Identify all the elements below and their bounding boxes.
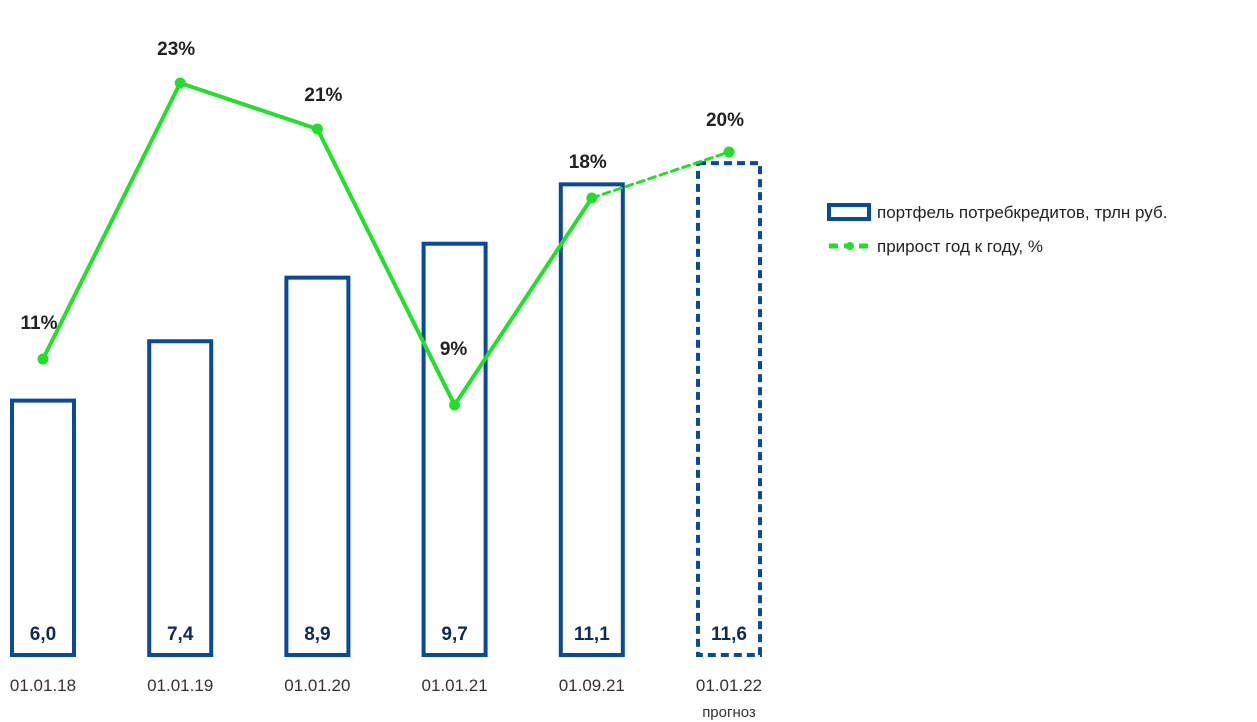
growth-value-label: 20%	[706, 110, 744, 131]
bar-01.09.21	[558, 182, 625, 658]
bar-value-label: 6,0	[30, 624, 56, 645]
growth-line-segment	[590, 150, 731, 200]
legend-line-label: прирост год к году, %	[877, 237, 1043, 256]
bar-01.01.21	[421, 241, 488, 657]
growth-value-label: 18%	[569, 152, 607, 173]
growth-value-label: 23%	[157, 39, 195, 60]
x-tick-label: 01.01.22	[696, 676, 762, 695]
bar-01.01.19	[147, 339, 214, 657]
bar-value-label: 8,9	[304, 624, 330, 645]
legend-bar-label: портфель потребкредитов, трлн руб.	[877, 203, 1167, 222]
growth-point-01.01.22	[723, 146, 735, 158]
growth-point-01.01.20	[311, 123, 323, 135]
growth-point-01.01.18	[37, 353, 49, 365]
growth-value-label: 11%	[21, 313, 58, 334]
growth-value-label: 21%	[304, 85, 342, 106]
x-tick-label: 01.01.21	[422, 676, 488, 695]
growth-point-01.01.19	[174, 77, 186, 89]
growth-line-segment	[452, 196, 594, 407]
bar-value-label: 7,4	[167, 624, 194, 645]
bar-01.01.22	[696, 161, 762, 657]
bar-01.01.20	[284, 275, 351, 657]
growth-line-segment	[315, 127, 457, 407]
labels-layer: 6,0 7,4 8,9 9,7 11,1 11,6 11% 23% 21% 9% 18% 20% 01.…	[10, 39, 762, 721]
x-tick-label: 01.01.20	[284, 676, 350, 695]
growth-line-layer	[37, 77, 735, 411]
legend: портфель потребкредитов, трлн руб. приро…	[827, 203, 1167, 256]
x-tick-note: прогноз	[702, 704, 756, 721]
x-tick-label: 01.01.19	[147, 676, 213, 695]
growth-point-01.09.21	[586, 192, 598, 204]
legend-line-marker	[846, 242, 854, 250]
x-tick-label: 01.01.18	[10, 676, 76, 695]
x-tick-label: 01.09.21	[559, 676, 625, 695]
bar-value-label: 9,7	[441, 624, 467, 645]
bar-value-label: 11,1	[574, 624, 610, 645]
bar-value-label: 11,6	[711, 624, 747, 645]
bars-layer	[10, 161, 762, 658]
growth-line-segment	[41, 81, 183, 361]
bar-01.01.18	[10, 398, 76, 657]
legend-bar-swatch	[827, 203, 871, 221]
growth-value-label: 9%	[440, 339, 468, 360]
growth-line-segment	[178, 81, 320, 131]
growth-point-01.01.21	[449, 399, 461, 411]
